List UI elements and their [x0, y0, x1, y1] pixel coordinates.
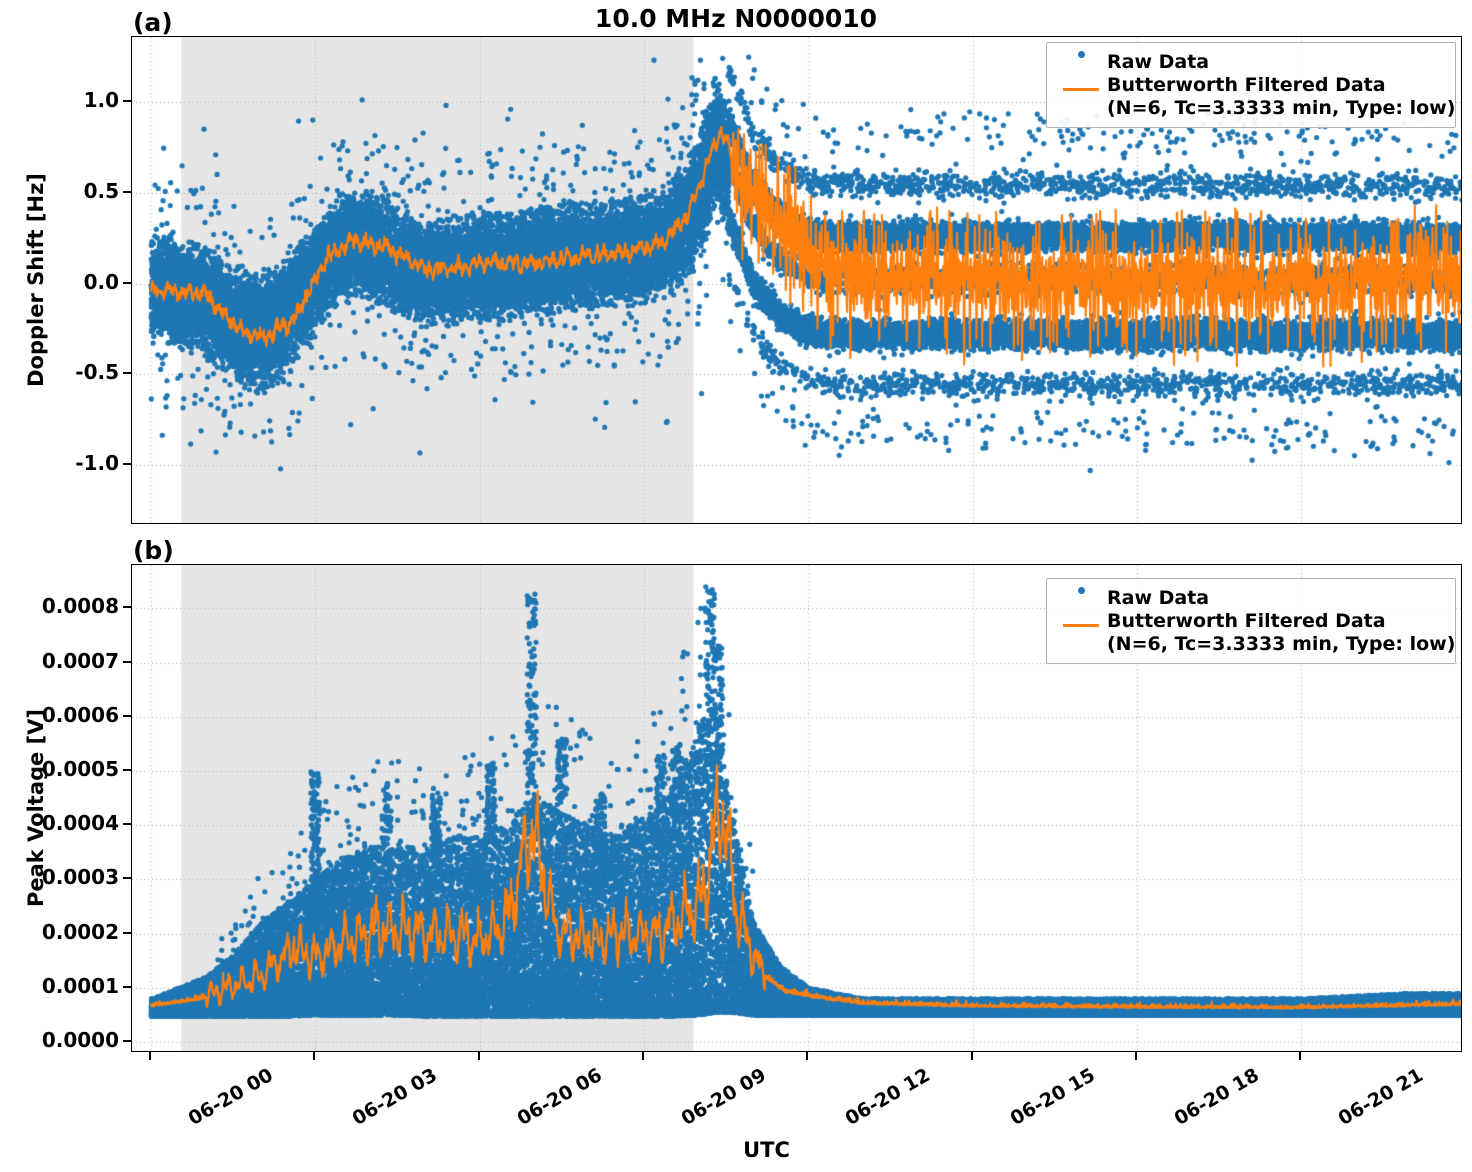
x-tick-label: 06-20 03 — [349, 1064, 442, 1130]
y-tick-label: 0.0008 — [41, 594, 119, 619]
panel-a-tag: (a) — [133, 8, 173, 37]
tick-mark — [123, 985, 131, 988]
y-tick-label: 0.0001 — [41, 973, 119, 998]
y-tick-label: 0.0002 — [41, 919, 119, 944]
legend-label-raw: Raw Data — [1107, 587, 1210, 609]
tick-mark — [123, 281, 131, 284]
tick-mark — [642, 1052, 645, 1060]
tick-mark — [123, 769, 131, 772]
panel-a-y-axis-label: Doppler Shift [Hz] — [24, 173, 48, 387]
y-tick-label: 0.0003 — [41, 865, 119, 890]
x-tick-label: 06-20 12 — [842, 1064, 935, 1130]
panel-b-legend: Raw Data Butterworth Filtered Data (N=6, … — [1046, 578, 1456, 665]
panel-a-legend: Raw Data Butterworth Filtered Data (N=6, … — [1046, 42, 1456, 129]
x-tick-label: 06-20 21 — [1334, 1064, 1428, 1130]
y-tick-label: 0.0000 — [41, 1028, 119, 1053]
y-tick-label: 1.0 — [83, 88, 119, 113]
tick-mark — [123, 100, 131, 103]
legend-marker-raw-icon — [1055, 587, 1107, 594]
tick-mark — [149, 1052, 152, 1060]
tick-mark — [1299, 1052, 1302, 1060]
tick-mark — [313, 1052, 316, 1060]
y-tick-label: 0.0004 — [41, 811, 119, 836]
tick-mark — [123, 931, 131, 934]
tick-mark — [123, 606, 131, 609]
y-tick-label: 0.0006 — [41, 702, 119, 727]
legend-entry-filtered-a: Butterworth Filtered Data (N=6, Tc=3.3333… — [1055, 74, 1455, 119]
tick-mark — [1135, 1052, 1138, 1060]
y-tick-label: 0.5 — [83, 179, 119, 203]
legend-label-filtered: Butterworth Filtered Data (N=6, Tc=3.3333… — [1107, 74, 1455, 119]
tick-mark — [970, 1052, 973, 1060]
tick-mark — [806, 1052, 809, 1060]
tick-mark — [123, 823, 131, 826]
tick-mark — [123, 714, 131, 717]
tick-mark — [123, 463, 131, 466]
y-tick-label: 0.0 — [83, 269, 119, 294]
panel-b-tag: (b) — [133, 536, 174, 565]
y-tick-label: -0.5 — [75, 360, 119, 385]
figure-title: 10.0 MHz N0000010 — [594, 4, 878, 33]
y-tick-label: -1.0 — [75, 451, 119, 476]
legend-entry-filtered-b: Butterworth Filtered Data (N=6, Tc=3.3333… — [1055, 610, 1455, 655]
tick-mark — [123, 191, 131, 193]
legend-line-filtered-icon — [1055, 74, 1107, 92]
legend-label-filtered-line1: Butterworth Filtered Data — [1107, 610, 1386, 633]
legend-label-filtered: Butterworth Filtered Data (N=6, Tc=3.3333… — [1107, 610, 1455, 655]
tick-mark — [123, 877, 131, 880]
legend-label-raw: Raw Data — [1107, 51, 1210, 73]
legend-label-filtered-line2: (N=6, Tc=3.3333 min, Type: low) — [1107, 632, 1456, 655]
tick-mark — [123, 372, 131, 375]
tick-mark — [477, 1052, 480, 1060]
x-tick-label: 06-20 15 — [1006, 1064, 1099, 1130]
y-tick-label: 0.0007 — [41, 648, 119, 673]
y-tick-label: 0.0005 — [41, 757, 119, 782]
tick-mark — [123, 660, 131, 663]
legend-line-filtered-icon — [1055, 610, 1107, 628]
tick-mark — [123, 1040, 131, 1043]
legend-label-filtered-line1: Butterworth Filtered Data — [1107, 74, 1386, 97]
legend-label-filtered-line2: (N=6, Tc=3.3333 min, Type: low) — [1107, 96, 1456, 119]
legend-entry-raw-a: Raw Data — [1055, 51, 1445, 73]
x-tick-label: 06-20 18 — [1170, 1064, 1263, 1130]
legend-entry-raw-b: Raw Data — [1055, 587, 1445, 609]
x-axis-label: UTC — [743, 1138, 790, 1162]
legend-marker-raw-icon — [1055, 51, 1107, 58]
x-tick-label: 06-20 00 — [184, 1064, 277, 1130]
x-tick-label: 06-20 06 — [513, 1064, 606, 1130]
x-tick-label: 06-20 09 — [677, 1064, 770, 1130]
